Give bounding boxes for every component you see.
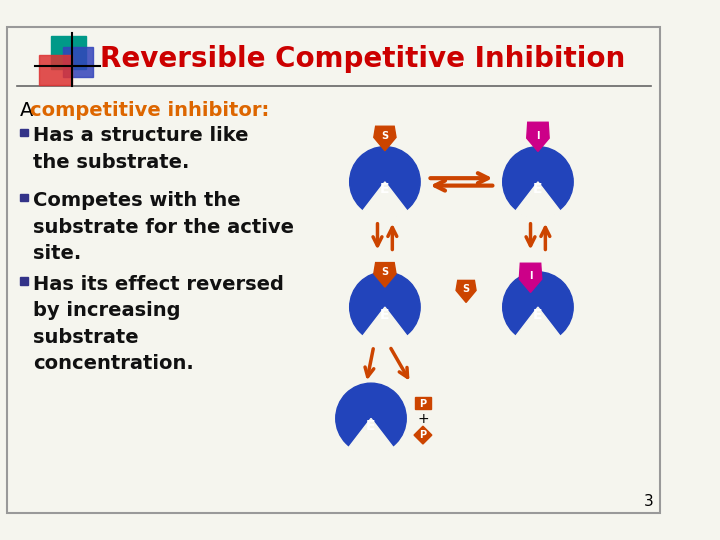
Circle shape: [503, 147, 573, 217]
Text: 3: 3: [644, 494, 654, 509]
Wedge shape: [362, 307, 408, 344]
Text: S: S: [462, 284, 469, 294]
Wedge shape: [516, 182, 561, 219]
Text: E: E: [380, 307, 390, 321]
Text: E: E: [366, 419, 376, 433]
Text: P: P: [419, 430, 426, 440]
Text: A: A: [20, 101, 40, 120]
Polygon shape: [456, 280, 476, 302]
Text: E: E: [380, 183, 390, 197]
Text: I: I: [536, 131, 540, 140]
Circle shape: [350, 147, 420, 217]
Text: P: P: [419, 399, 426, 409]
Polygon shape: [374, 126, 396, 151]
Wedge shape: [516, 307, 561, 344]
Text: E: E: [534, 183, 543, 197]
Polygon shape: [519, 263, 541, 292]
Text: competitive inhibitor:: competitive inhibitor:: [30, 101, 269, 120]
FancyBboxPatch shape: [7, 27, 660, 513]
Circle shape: [350, 272, 420, 342]
Text: +: +: [417, 413, 428, 426]
Text: S: S: [382, 267, 389, 277]
Wedge shape: [362, 182, 408, 219]
Text: Competes with the
substrate for the active
site.: Competes with the substrate for the acti…: [33, 191, 294, 263]
Polygon shape: [527, 122, 549, 151]
Text: E: E: [534, 307, 543, 321]
FancyBboxPatch shape: [415, 397, 431, 409]
Bar: [20, 278, 28, 285]
Circle shape: [336, 383, 406, 454]
Bar: [20, 194, 28, 201]
Text: Has a structure like
the substrate.: Has a structure like the substrate.: [33, 126, 249, 172]
Wedge shape: [348, 418, 394, 456]
Text: Has its effect reversed
by increasing
substrate
concentration.: Has its effect reversed by increasing su…: [33, 275, 284, 373]
Text: S: S: [382, 131, 389, 140]
Bar: [39, 55, 72, 84]
Bar: [63, 48, 93, 77]
Bar: [51, 36, 86, 69]
Text: I: I: [528, 272, 532, 281]
Polygon shape: [374, 262, 396, 287]
Polygon shape: [414, 426, 432, 444]
Bar: [20, 129, 28, 137]
Circle shape: [503, 272, 573, 342]
Text: Reversible Competitive Inhibition: Reversible Competitive Inhibition: [100, 44, 626, 72]
